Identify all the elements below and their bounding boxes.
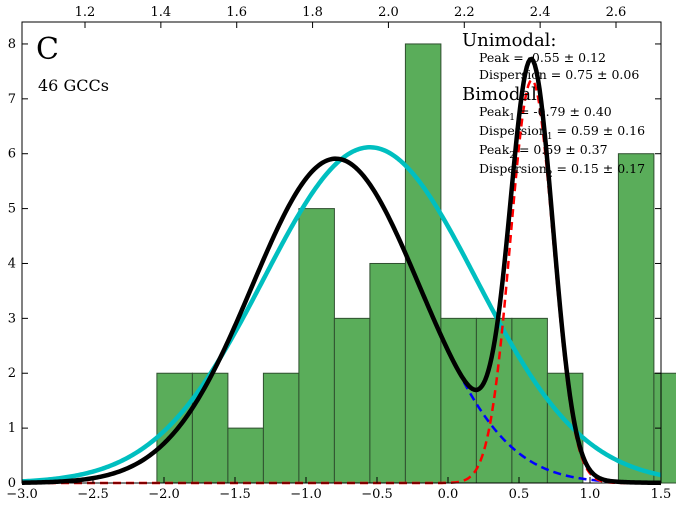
x-tick-label: −1.0: [290, 487, 322, 502]
top-tick-label: 2.0: [378, 5, 399, 20]
top-tick-label: 1.2: [75, 5, 96, 20]
histogram-bar: [511, 317, 548, 484]
top-tick-label: 2.4: [530, 5, 551, 20]
x-tick-label: 1.5: [651, 487, 672, 502]
y-tick-label: 8: [8, 37, 16, 52]
bimodal-stat-line: Peak2 = 0.59 ± 0.37: [479, 142, 608, 161]
x-tick-label: −2.5: [77, 487, 109, 502]
bimodal-total-curve: [21, 56, 662, 486]
unimodal-peak: Peak = -0.55 ± 0.12: [479, 50, 606, 65]
y-tick-label: 4: [8, 256, 16, 271]
top-tick-label: 1.6: [226, 5, 247, 20]
top-tick-label: 1.8: [302, 5, 323, 20]
bimodal-title: Bimodal:: [462, 84, 543, 105]
stats-legend: Unimodal: Peak = -0.55 ± 0.12 Dispersion…: [462, 30, 645, 180]
unimodal-dispersion: Dispersion = 0.75 ± 0.06: [479, 67, 639, 82]
axis-ticks: −3.0 −2.5 −2.0 −1.5 −1.0 −0.5 0.0 0.5 1.0 1.5 0 1 2 3…: [6, 5, 671, 502]
x-tick-label: −1.5: [219, 487, 251, 502]
y-tick-label: 1: [8, 421, 16, 436]
x-tick-label: −0.5: [361, 487, 393, 502]
x-tick-label: 0.5: [509, 487, 530, 502]
top-tick-label: 2.2: [454, 5, 475, 20]
unimodal-title: Unimodal:: [462, 30, 557, 51]
y-tick-label: 6: [8, 147, 16, 162]
histogram-bar: [653, 372, 676, 484]
x-tick-label: 1.0: [580, 487, 601, 502]
y-tick-label: 5: [8, 202, 16, 217]
histogram-bar: [227, 427, 264, 484]
top-tick-label: 1.4: [151, 5, 172, 20]
histogram-bar: [617, 153, 655, 484]
x-tick-label: −3.0: [6, 487, 38, 502]
panel-label: C: [36, 32, 59, 67]
top-tick-label: 2.6: [606, 5, 627, 20]
histogram-bar: [369, 262, 406, 484]
sample-count-label: 46 GCCs: [38, 76, 109, 95]
bimodal-stat-line: Dispersion1 = 0.59 ± 0.16: [479, 123, 645, 142]
y-tick-label: 0: [8, 476, 16, 491]
y-tick-label: 7: [8, 92, 16, 107]
x-tick-label: −2.0: [148, 487, 180, 502]
x-tick-label: 0.0: [438, 487, 459, 502]
histogram-bar: [333, 317, 371, 484]
histogram-bar: [298, 208, 335, 484]
histogram-bar: [262, 372, 300, 484]
y-tick-label: 3: [8, 311, 16, 326]
y-tick-label: 2: [8, 366, 16, 381]
bimodal-stat-line: Peak1 = -0.79 ± 0.40: [479, 104, 612, 123]
plot-frame: [21, 21, 662, 484]
histogram-bar: [156, 372, 193, 484]
bimodal-stat-line: Dispersion2 = 0.15 ± 0.17: [479, 161, 645, 180]
